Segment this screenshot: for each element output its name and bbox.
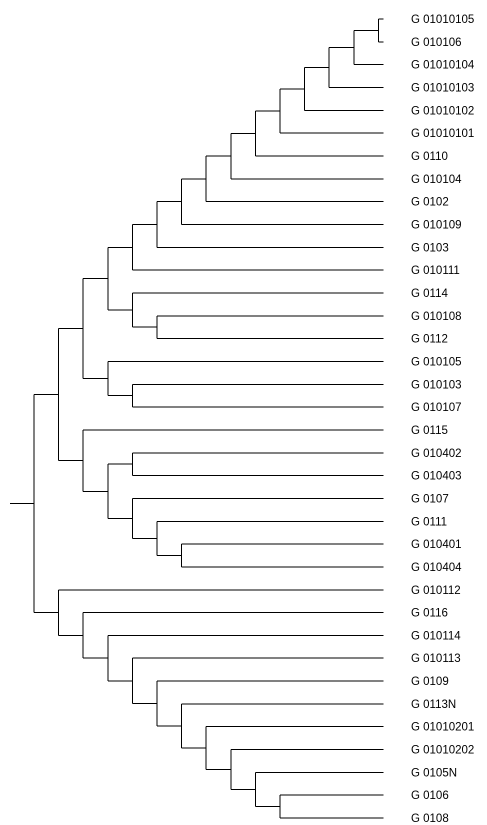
- leaf-label: G 01010102: [411, 105, 474, 117]
- leaf-label: G 010401: [411, 539, 462, 551]
- leaf-label: G 0114: [411, 288, 448, 300]
- leaf-label: G 010107: [411, 402, 462, 414]
- leaf-label: G 010108: [411, 311, 462, 323]
- leaf-label: G 0116: [411, 608, 448, 620]
- leaf-label: G 010105: [411, 356, 462, 368]
- leaf-label: G 0106: [411, 790, 449, 802]
- leaf-label: G 01010202: [411, 745, 474, 757]
- leaf-label: G 0107: [411, 493, 449, 505]
- leaf-label: G 010114: [411, 630, 461, 642]
- leaf-label: G 0105N: [411, 767, 457, 779]
- leaf-label: G 0111: [411, 516, 447, 528]
- leaf-label: G 010106: [411, 37, 462, 49]
- leaf-label: G 0109: [411, 676, 449, 688]
- leaf-label: G 010104: [411, 174, 462, 186]
- leaf-label: G 0103: [411, 242, 449, 254]
- leaf-label: G 0108: [411, 813, 449, 825]
- dendrogram-leaf-labels: G 01010105 G 010106 G 01010104 G 01010103 G …: [411, 14, 475, 825]
- leaf-label: G 010402: [411, 448, 462, 460]
- leaf-label: G 0102: [411, 197, 449, 209]
- leaf-label: G 010403: [411, 471, 462, 483]
- leaf-label: G 010404: [411, 562, 462, 574]
- dendrogram-branches: [10, 18, 384, 819]
- leaf-label: G 01010103: [411, 82, 474, 94]
- leaf-label: G 0115: [411, 425, 448, 437]
- leaf-label: G 01010104: [411, 60, 475, 72]
- leaf-label: G 0110: [411, 151, 448, 163]
- leaf-label: G 01010101: [411, 128, 474, 140]
- leaf-label: G 01010201: [411, 722, 474, 734]
- leaf-label: G 0112: [411, 334, 448, 346]
- leaf-label: G 010113: [411, 653, 461, 665]
- leaf-label: G 010112: [411, 585, 461, 597]
- leaf-label: G 0113N: [411, 699, 456, 711]
- leaf-label: G 010111: [411, 265, 460, 277]
- leaf-label: G 01010105: [411, 14, 474, 26]
- leaf-label: G 010103: [411, 379, 462, 391]
- leaf-label: G 010109: [411, 219, 462, 231]
